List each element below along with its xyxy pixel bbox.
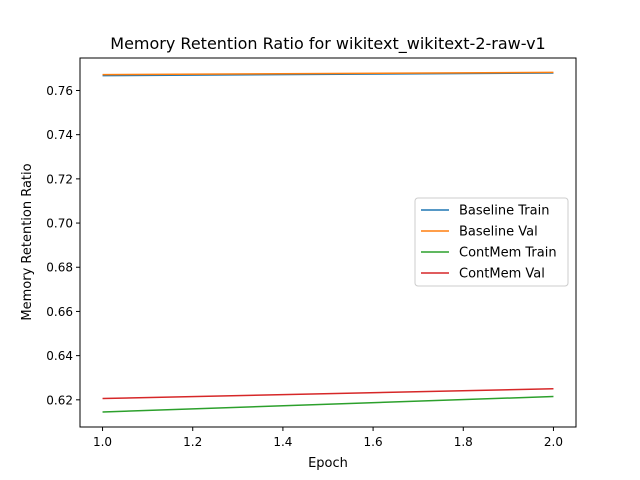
y-axis-label: Memory Retention Ratio [20,163,35,320]
y-tick-label: 0.62 [46,393,73,407]
chart-title: Memory Retention Ratio for wikitext_wiki… [110,34,545,54]
legend-label-1: Baseline Val [459,225,538,240]
y-tick-label: 0.64 [46,349,73,363]
legend-label-0: Baseline Train [459,204,549,219]
x-tick-label: 1.6 [364,435,383,449]
legend-label-3: ContMem Val [459,267,545,282]
y-tick-label: 0.74 [46,128,73,142]
series-lines [102,71,554,413]
y-tick-label: 0.76 [46,84,73,98]
y-tick-label: 0.68 [46,261,73,275]
y-tick-label: 0.70 [46,217,73,231]
x-tick-label: 1.0 [93,435,112,449]
y-axis-ticks: 0.62 0.64 0.66 0.68 0.70 0.72 0.74 0.76 [46,84,80,407]
x-tick-label: 1.4 [273,435,292,449]
legend: Baseline Train Baseline Val ContMem Train C… [414,197,569,287]
legend-label-2: ContMem Train [459,246,557,261]
legend-box [414,197,569,287]
plot-frame [79,57,577,428]
y-tick-label: 0.72 [46,172,73,186]
x-axis-label: Epoch [308,456,348,471]
x-tick-label: 1.2 [183,435,202,449]
x-tick-label: 1.8 [454,435,473,449]
y-tick-label: 0.66 [46,305,73,319]
series-line-1 [102,71,554,76]
series-line-2 [102,395,554,413]
series-line-3 [102,388,554,400]
x-tick-label: 2.0 [544,435,563,449]
x-axis-ticks: 1.0 1.2 1.4 1.6 1.8 2.0 [93,427,563,449]
